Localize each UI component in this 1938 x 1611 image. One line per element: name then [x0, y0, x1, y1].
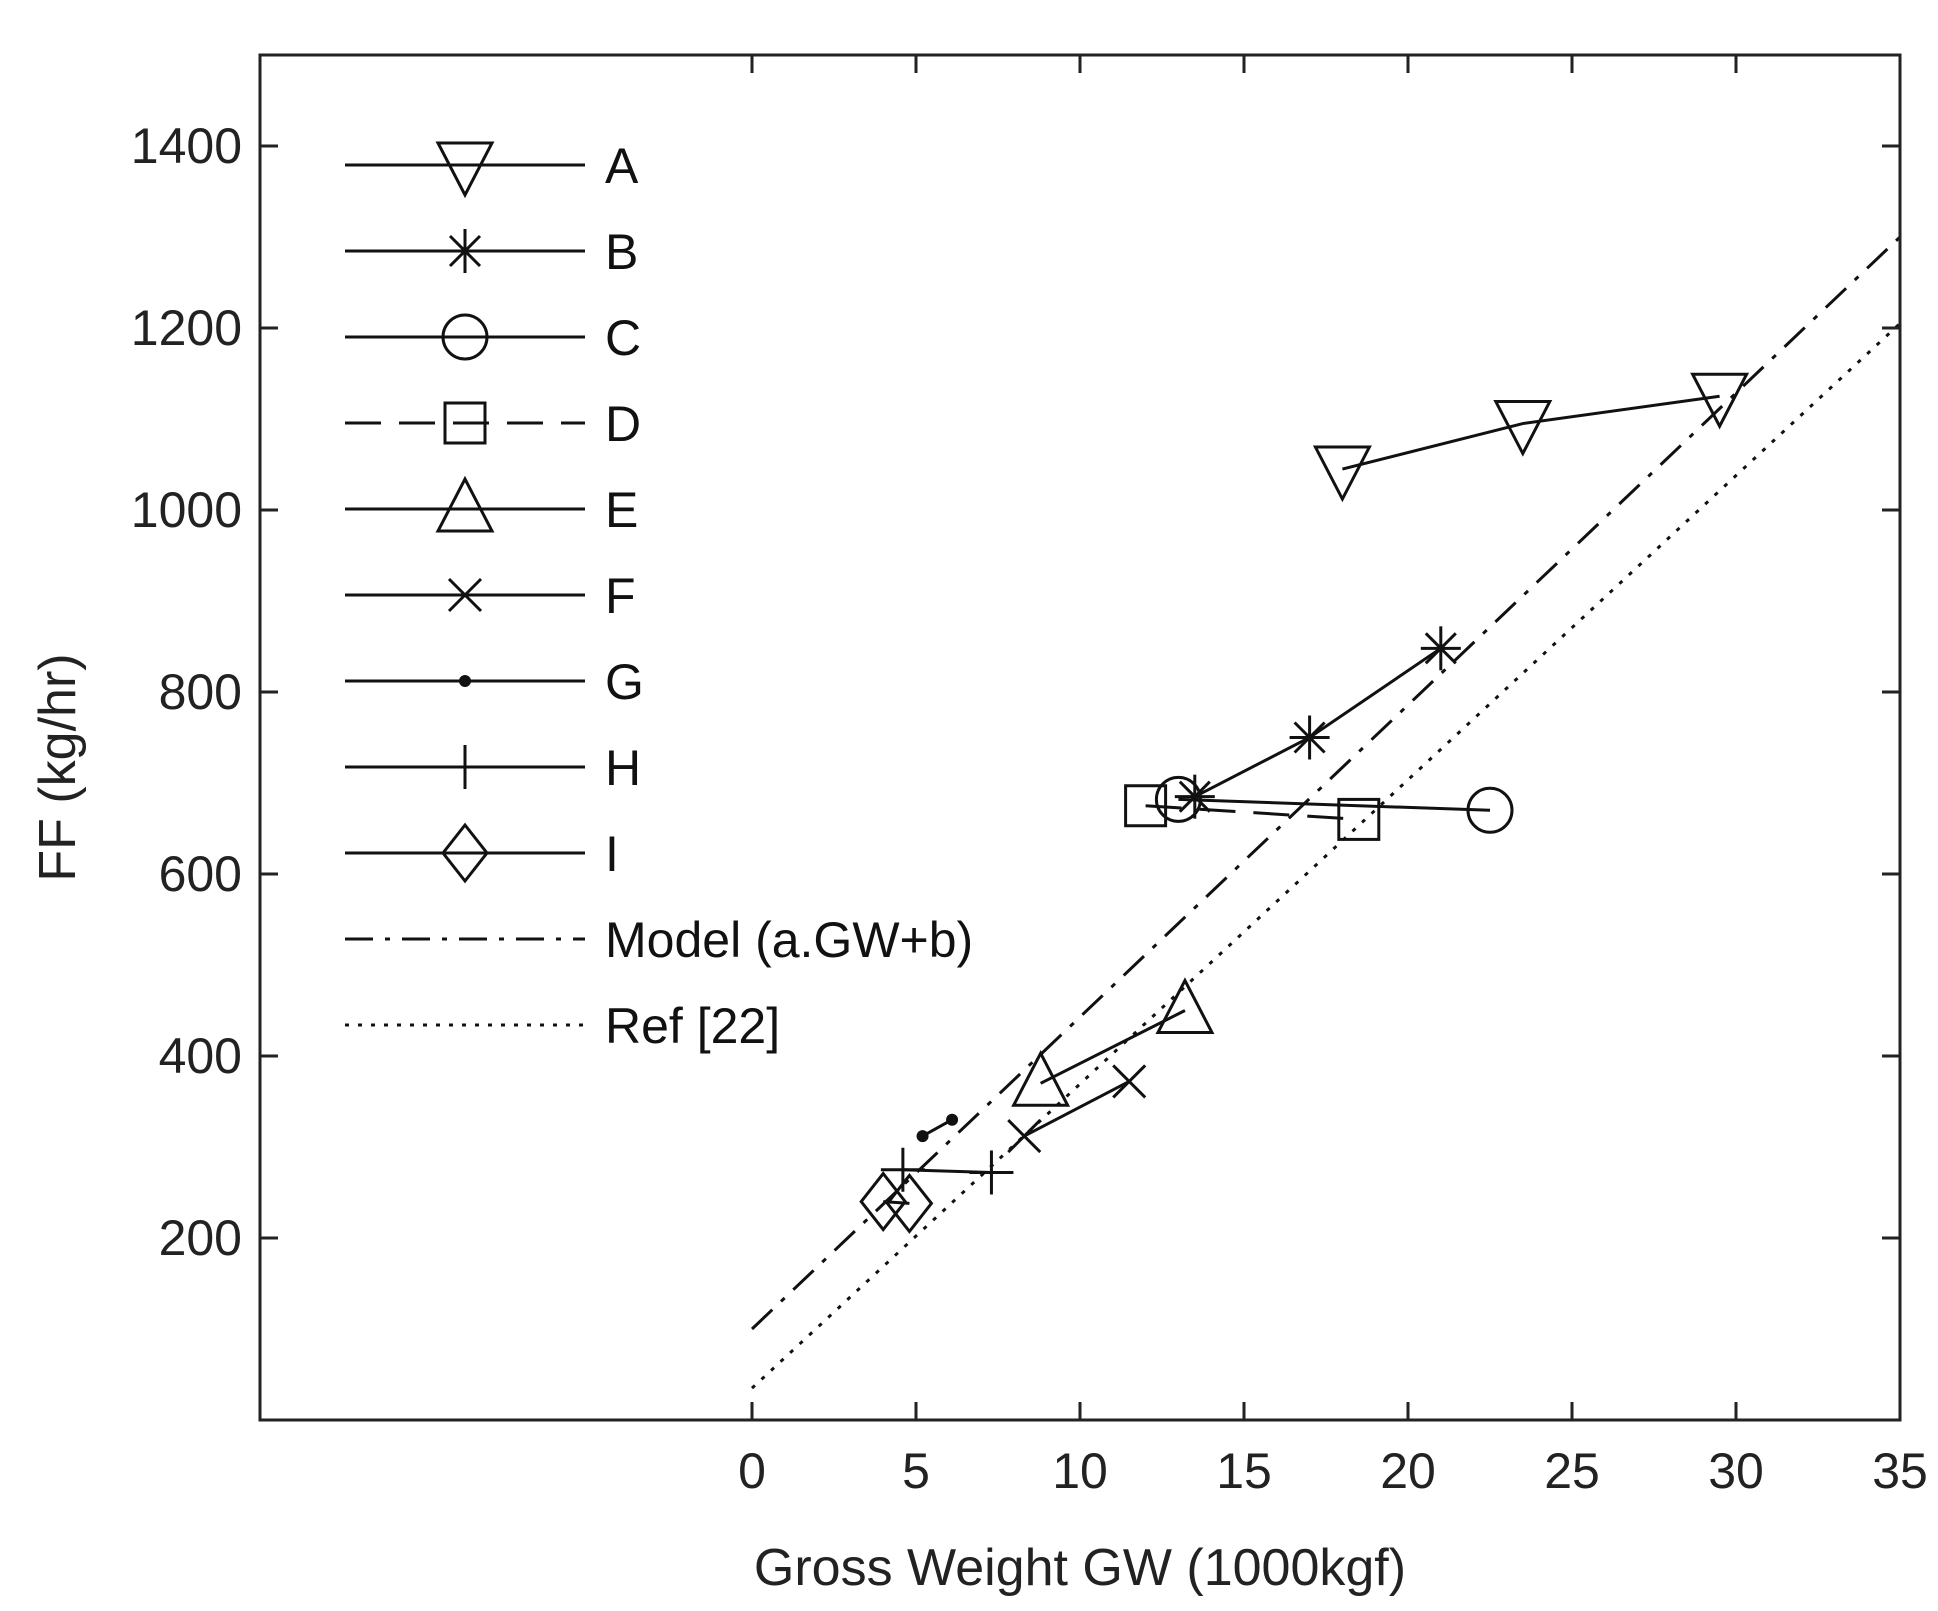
- legend-swatch-marker: [435, 475, 495, 533]
- legend-label: H: [605, 740, 641, 796]
- axis-ticks: 0 5 10 15 20 25 30 35 200 400 600 800 1000 1200 1400: [131, 55, 1928, 1499]
- legend-item-a: A: [345, 138, 639, 199]
- legend-label: I: [605, 826, 619, 882]
- legend-item-c: C: [345, 310, 641, 366]
- legend-item-b: B: [345, 224, 638, 280]
- data-point-c: [1154, 775, 1202, 823]
- legend-item-i: I: [345, 822, 619, 884]
- plot-data: [750, 235, 1902, 1390]
- x-tick-label: 30: [1708, 1443, 1764, 1499]
- series-b: [1174, 626, 1461, 819]
- legend-label: Ref [22]: [605, 998, 780, 1054]
- x-tick-label: 0: [738, 1443, 766, 1499]
- y-tick-label: 600: [159, 846, 242, 902]
- y-tick-label: 1400: [131, 118, 242, 174]
- legend-label: F: [605, 568, 636, 624]
- legend-label: Model (a.GW+b): [605, 912, 973, 968]
- legend-swatch-marker: [441, 822, 489, 884]
- legend-swatch-marker: [443, 745, 487, 789]
- x-tick-label: 15: [1216, 1443, 1272, 1499]
- series-line-a: [1342, 394, 1720, 471]
- x-tick-label: 20: [1380, 1443, 1436, 1499]
- series-model-a-gw-b: [750, 235, 1902, 1331]
- legend-swatch-marker: [435, 141, 495, 199]
- data-point-h: [969, 1150, 1014, 1195]
- data-point-a: [1312, 445, 1372, 503]
- data-point-c: [1466, 786, 1514, 834]
- data-point-e: [1155, 977, 1215, 1034]
- series-line-model-a-gw-b: [750, 235, 1902, 1331]
- data-point-a: [1493, 400, 1553, 457]
- series-line-d: [1145, 804, 1359, 821]
- x-tick-label: 35: [1872, 1443, 1928, 1499]
- legend-label: G: [605, 654, 644, 710]
- data-point-f: [1112, 1064, 1147, 1099]
- data-point-b: [1420, 626, 1461, 671]
- x-axis-label: Gross Weight GW (1000kgf): [754, 1539, 1406, 1597]
- legend-swatch-marker: [459, 675, 471, 687]
- data-point-e: [1011, 1050, 1071, 1107]
- legend-label: D: [605, 396, 641, 452]
- legend-item-f: F: [345, 568, 636, 624]
- legend-swatch-marker: [441, 313, 489, 361]
- y-tick-label: 1000: [131, 482, 242, 538]
- data-point-f: [1007, 1119, 1042, 1154]
- y-tick-label: 1200: [131, 300, 242, 356]
- series-line-e: [1039, 1009, 1186, 1085]
- data-point-d: [1337, 797, 1381, 841]
- data-point-b: [1174, 774, 1215, 819]
- legend-label: A: [605, 138, 639, 194]
- series-a: [1312, 372, 1750, 503]
- legend-swatch-marker: [447, 577, 483, 613]
- x-tick-label: 5: [902, 1443, 930, 1499]
- legend-item-g: G: [345, 654, 644, 710]
- legend-item-h: H: [345, 740, 641, 796]
- series-c: [1154, 775, 1514, 834]
- series-f: [1007, 1064, 1147, 1154]
- series-line-c: [1178, 797, 1491, 812]
- data-point-a: [1690, 372, 1750, 430]
- data-point-g: [946, 1113, 959, 1126]
- legend-swatch-marker: [445, 229, 485, 273]
- data-point-b: [1289, 715, 1330, 760]
- legend-item-model-a-gw-b: Model (a.GW+b): [345, 912, 973, 968]
- legend-label: E: [605, 482, 638, 538]
- data-point-g: [916, 1130, 929, 1143]
- y-tick-label: 800: [159, 664, 242, 720]
- data-point-d: [1124, 784, 1168, 828]
- legend-swatch-marker: [443, 401, 487, 445]
- legend-item-d: D: [345, 396, 641, 452]
- y-axis-label: FF (kg/hr): [29, 653, 87, 881]
- legend-item-ref-22: Ref [22]: [345, 998, 780, 1054]
- x-tick-label: 10: [1052, 1443, 1108, 1499]
- legend-label: C: [605, 310, 641, 366]
- x-tick-label: 25: [1544, 1443, 1600, 1499]
- y-tick-label: 400: [159, 1028, 242, 1084]
- series-line-ref-22: [750, 322, 1902, 1390]
- legend-item-e: E: [345, 475, 638, 538]
- series-e: [1011, 977, 1215, 1107]
- y-tick-label: 200: [159, 1210, 242, 1266]
- series-ref-22: [750, 322, 1902, 1390]
- legend-label: B: [605, 224, 638, 280]
- series-line-f: [1023, 1080, 1130, 1138]
- series-g: [916, 1113, 959, 1143]
- series-d: [1124, 784, 1381, 841]
